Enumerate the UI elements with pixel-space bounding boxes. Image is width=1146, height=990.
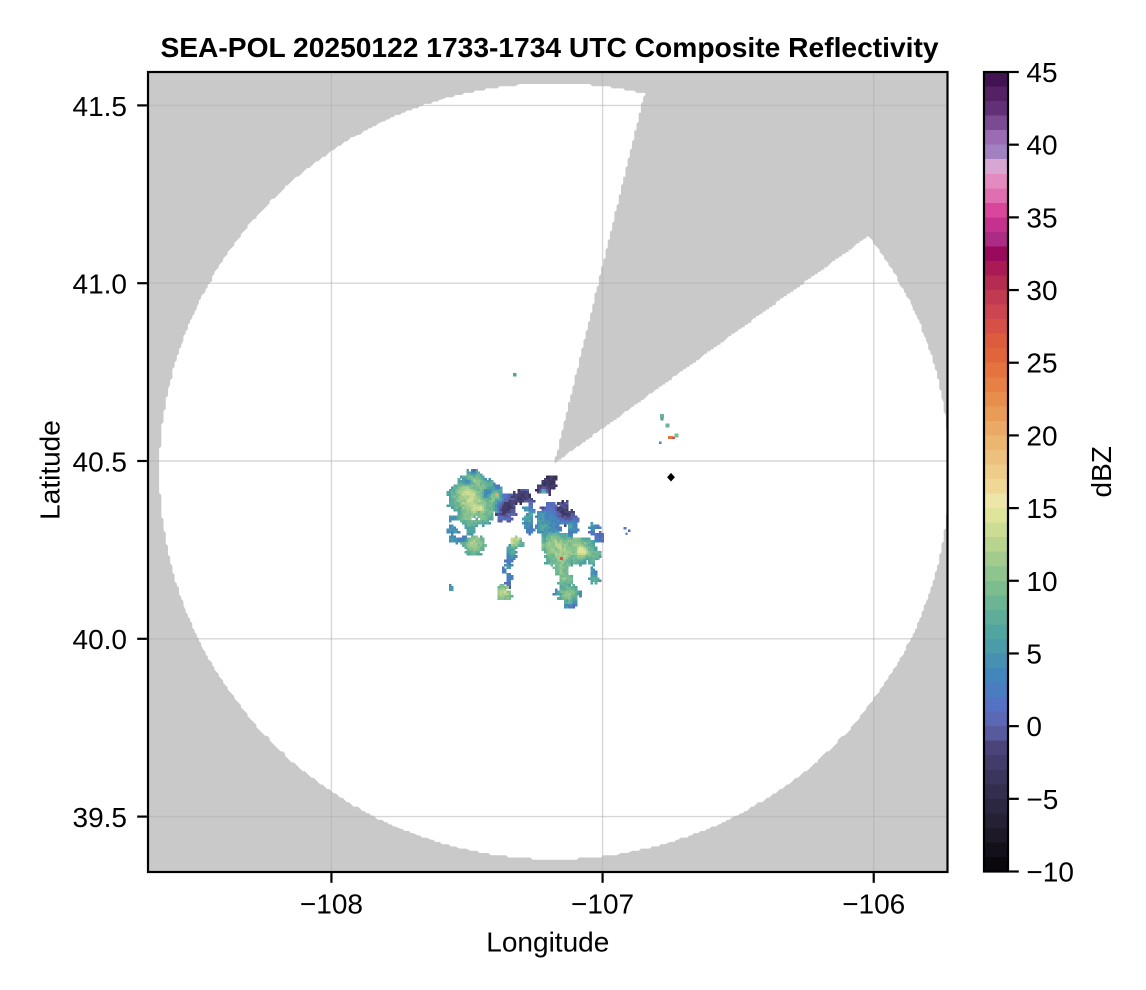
svg-text:SEA-POL 20250122 1733-1734 UTC: SEA-POL 20250122 1733-1734 UTC Composite… — [160, 31, 938, 63]
svg-text:40.0: 40.0 — [73, 624, 128, 655]
svg-text:dBZ: dBZ — [1086, 446, 1117, 497]
svg-text:39.5: 39.5 — [73, 802, 128, 833]
svg-text:20: 20 — [1026, 420, 1057, 451]
svg-text:−106: −106 — [842, 889, 905, 920]
svg-text:40.5: 40.5 — [73, 446, 128, 477]
svg-text:−107: −107 — [571, 889, 634, 920]
svg-text:41.5: 41.5 — [73, 91, 128, 122]
svg-text:5: 5 — [1026, 638, 1042, 669]
svg-text:15: 15 — [1026, 493, 1057, 524]
svg-text:35: 35 — [1026, 202, 1057, 233]
svg-text:Latitude: Latitude — [35, 420, 66, 520]
svg-text:−10: −10 — [1026, 857, 1074, 888]
svg-text:Longitude: Longitude — [486, 927, 609, 958]
svg-text:45: 45 — [1026, 57, 1057, 88]
svg-text:−108: −108 — [300, 889, 363, 920]
svg-text:30: 30 — [1026, 275, 1057, 306]
svg-text:10: 10 — [1026, 566, 1057, 597]
svg-text:40: 40 — [1026, 130, 1057, 161]
svg-text:0: 0 — [1026, 711, 1042, 742]
svg-text:−5: −5 — [1026, 784, 1058, 815]
svg-text:25: 25 — [1026, 348, 1057, 379]
svg-text:41.0: 41.0 — [73, 269, 128, 300]
